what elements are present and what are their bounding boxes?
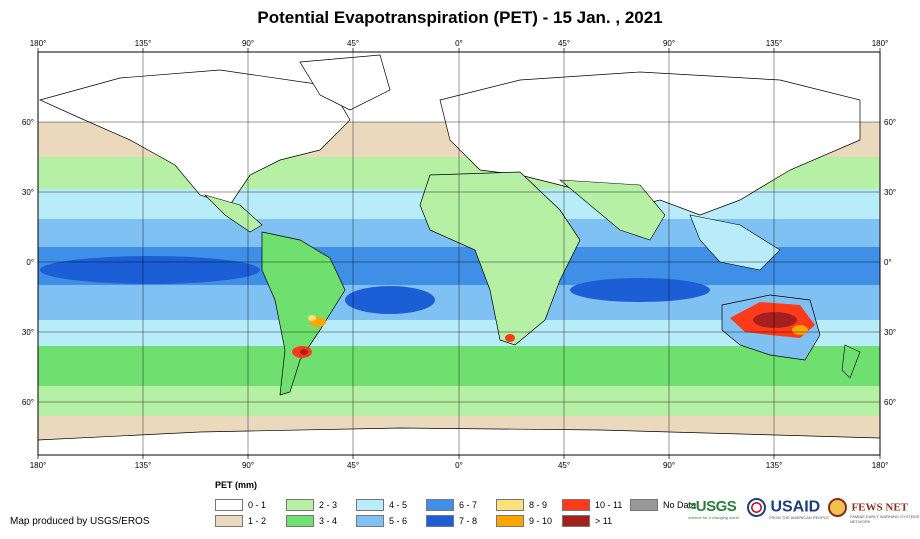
lon-tick-top: 180° <box>30 39 47 48</box>
lon-tick-bottom: 45° <box>347 461 359 470</box>
lon-tick-top: 45° <box>347 39 359 48</box>
lat-tick-right: 30° <box>884 328 896 337</box>
lon-tick-top: 0° <box>455 39 463 48</box>
patch-indian-deep <box>570 278 710 302</box>
land-north-america <box>38 69 351 206</box>
legend-label: 8 - 9 <box>529 500 548 510</box>
lon-tick-top: 90° <box>242 39 254 48</box>
lat-tick-left: 60° <box>22 398 34 407</box>
legend-swatch <box>215 515 243 527</box>
fews-net-logo-mark: FEWS NET <box>851 501 908 514</box>
legend-label: 7 - 8 <box>459 516 478 526</box>
graticule <box>38 52 880 455</box>
usgs-logo-tagline: science for a changing world <box>688 515 739 520</box>
legend-label: 3 - 4 <box>319 516 338 526</box>
hotspot-australia-edge <box>792 325 808 335</box>
legend-swatch <box>630 499 658 511</box>
usaid-logo: USAID FROM THE AMERICAN PEOPLE <box>747 498 829 528</box>
legend-swatch <box>496 515 524 527</box>
fews-net-logo: FEWS NET FAMINE EARLY WARNING SYSTEMS NE… <box>828 498 920 528</box>
lon-tick-bottom: 135° <box>135 461 152 470</box>
lat-tick-left: 60° <box>22 118 34 127</box>
lon-tick-bottom: 90° <box>663 461 675 470</box>
lon-tick-top: 180° <box>872 39 889 48</box>
map-credit: Map produced by USGS/EROS <box>10 516 150 527</box>
legend-label: 6 - 7 <box>459 500 478 510</box>
legend-label: 0 - 1 <box>248 500 267 510</box>
land-south-america <box>261 231 346 396</box>
legend-swatch <box>562 515 590 527</box>
legend-swatch <box>286 515 314 527</box>
legend-swatch <box>496 499 524 511</box>
legend-label: No Data <box>663 500 697 510</box>
hotspot-australia-core <box>753 312 797 328</box>
map-title: Potential Evapotranspiration (PET) - 15 … <box>257 8 663 27</box>
legend-title: PET (mm) <box>215 480 258 490</box>
legend-swatch <box>356 499 384 511</box>
lon-tick-bottom: 180° <box>30 461 47 470</box>
lon-tick-top: 90° <box>663 39 675 48</box>
legend-swatch <box>426 499 454 511</box>
lat-tick-left: 0° <box>26 258 34 267</box>
patch-atlantic-deep <box>345 286 435 314</box>
lon-tick-top: 45° <box>558 39 570 48</box>
lon-tick-bottom: 180° <box>872 461 889 470</box>
fews-net-seal-icon <box>828 498 847 517</box>
patch-pacific-deep <box>40 256 260 284</box>
lon-tick-bottom: 45° <box>558 461 570 470</box>
lat-tick-right: 30° <box>884 188 896 197</box>
legend-label: 1 - 2 <box>248 516 267 526</box>
usgs-logo-mark: ≈USGS <box>688 498 737 515</box>
lat-tick-right: 60° <box>884 118 896 127</box>
legend-label: 2 - 3 <box>319 500 338 510</box>
usaid-logo-tagline: FROM THE AMERICAN PEOPLE <box>769 515 829 520</box>
legend-swatch <box>426 515 454 527</box>
land-africa <box>419 171 581 346</box>
legend-swatch <box>286 499 314 511</box>
lat-tick-left: 30° <box>22 188 34 197</box>
legend-swatch <box>562 499 590 511</box>
legend-label: > 11 <box>595 516 613 526</box>
hotspot-paraguay-edge <box>308 315 316 321</box>
land-arabia-india <box>559 179 666 241</box>
lat-tick-left: 30° <box>22 328 34 337</box>
legend-label: 5 - 6 <box>389 516 408 526</box>
land-southeast-asia <box>689 214 781 271</box>
lon-tick-bottom: 0° <box>455 461 463 470</box>
land-central-america <box>203 194 263 233</box>
lon-tick-top: 135° <box>135 39 152 48</box>
legend-swatch <box>215 499 243 511</box>
usgs-logo: ≈USGS science for a changing world <box>688 498 739 528</box>
lat-tick-right: 0° <box>884 258 892 267</box>
legend-swatch <box>356 515 384 527</box>
lon-tick-top: 135° <box>766 39 783 48</box>
legend-label: 9 - 10 <box>529 516 553 526</box>
land-greenland <box>299 54 391 111</box>
usaid-seal-icon <box>747 498 766 517</box>
land-new-zealand <box>841 344 861 379</box>
fews-net-logo-tagline: FAMINE EARLY WARNING SYSTEMS NETWORK <box>850 514 920 524</box>
legend-label: 4 - 5 <box>389 500 408 510</box>
legend-label: 10 - 11 <box>595 500 623 510</box>
lon-tick-bottom: 90° <box>242 461 254 470</box>
usaid-logo-mark: USAID <box>770 498 821 516</box>
lat-tick-right: 60° <box>884 398 896 407</box>
hotspot-south-africa <box>505 334 515 342</box>
lon-tick-bottom: 135° <box>766 461 783 470</box>
hotspot-argentina-core <box>300 349 308 355</box>
